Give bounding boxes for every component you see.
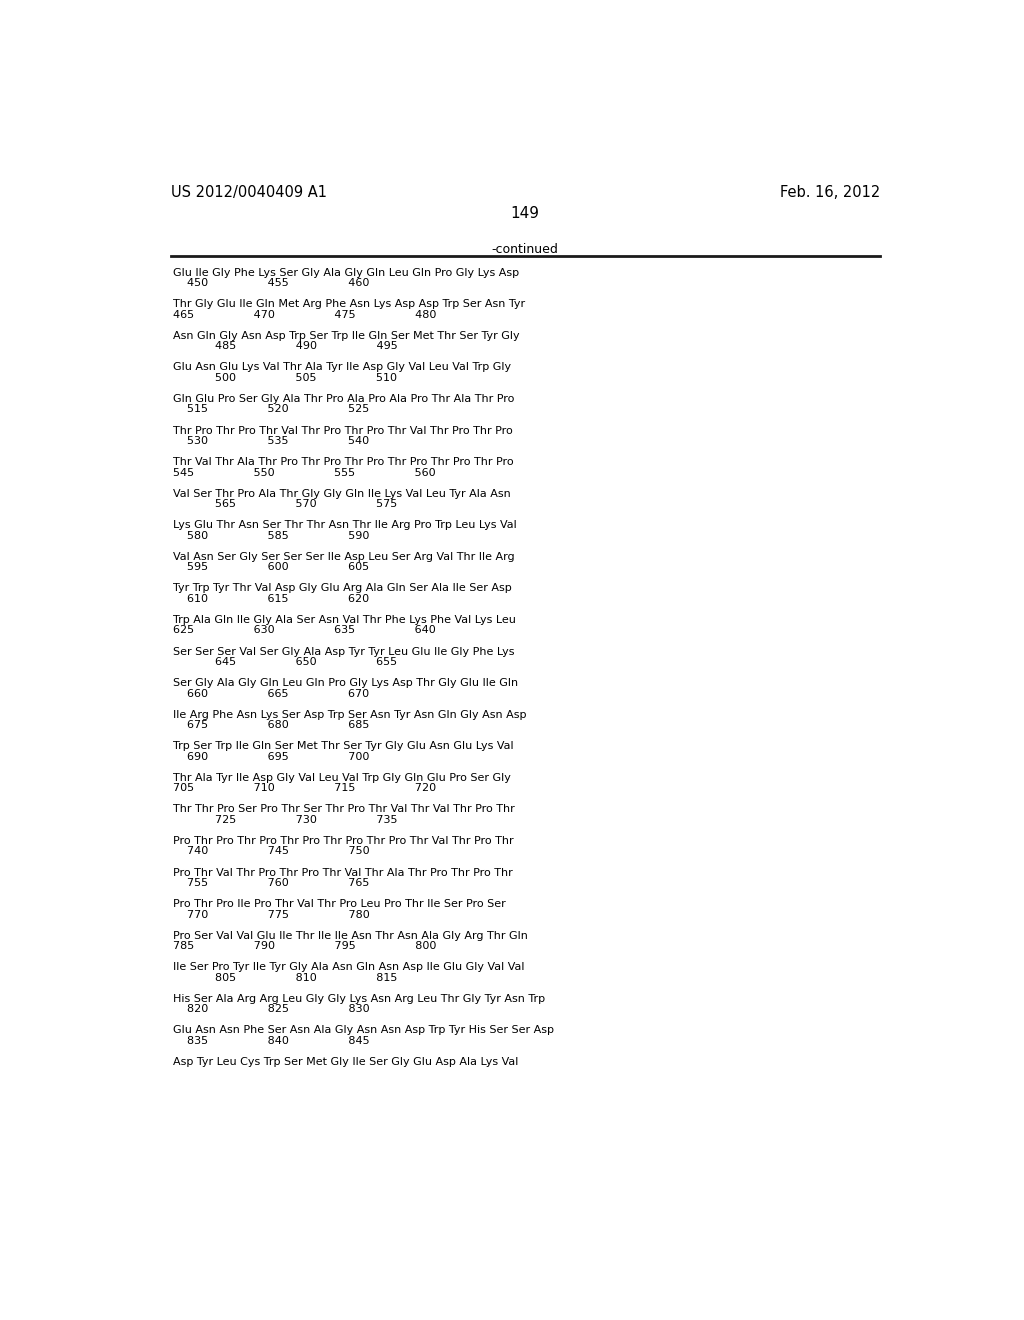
Text: Trp Ala Gln Ile Gly Ala Ser Asn Val Thr Phe Lys Phe Val Lys Leu: Trp Ala Gln Ile Gly Ala Ser Asn Val Thr …	[173, 615, 516, 624]
Text: 805                 810                 815: 805 810 815	[173, 973, 397, 982]
Text: Ser Gly Ala Gly Gln Leu Gln Pro Gly Lys Asp Thr Gly Glu Ile Gln: Ser Gly Ala Gly Gln Leu Gln Pro Gly Lys …	[173, 678, 518, 688]
Text: 545                 550                 555                 560: 545 550 555 560	[173, 467, 435, 478]
Text: Trp Ser Trp Ile Gln Ser Met Thr Ser Tyr Gly Glu Asn Glu Lys Val: Trp Ser Trp Ile Gln Ser Met Thr Ser Tyr …	[173, 742, 514, 751]
Text: 690                 695                 700: 690 695 700	[173, 751, 370, 762]
Text: Glu Ile Gly Phe Lys Ser Gly Ala Gly Gln Leu Gln Pro Gly Lys Asp: Glu Ile Gly Phe Lys Ser Gly Ala Gly Gln …	[173, 268, 519, 277]
Text: Thr Ala Tyr Ile Asp Gly Val Leu Val Trp Gly Gln Glu Pro Ser Gly: Thr Ala Tyr Ile Asp Gly Val Leu Val Trp …	[173, 774, 511, 783]
Text: Val Ser Thr Pro Ala Thr Gly Gly Gln Ile Lys Val Leu Tyr Ala Asn: Val Ser Thr Pro Ala Thr Gly Gly Gln Ile …	[173, 488, 511, 499]
Text: Pro Ser Val Val Glu Ile Thr Ile Ile Asn Thr Asn Ala Gly Arg Thr Gln: Pro Ser Val Val Glu Ile Thr Ile Ile Asn …	[173, 931, 527, 941]
Text: Asp Tyr Leu Cys Trp Ser Met Gly Ile Ser Gly Glu Asp Ala Lys Val: Asp Tyr Leu Cys Trp Ser Met Gly Ile Ser …	[173, 1057, 518, 1067]
Text: 705                 710                 715                 720: 705 710 715 720	[173, 783, 436, 793]
Text: Ile Arg Phe Asn Lys Ser Asp Trp Ser Asn Tyr Asn Gln Gly Asn Asp: Ile Arg Phe Asn Lys Ser Asp Trp Ser Asn …	[173, 710, 526, 719]
Text: His Ser Ala Arg Arg Leu Gly Gly Lys Asn Arg Leu Thr Gly Tyr Asn Trp: His Ser Ala Arg Arg Leu Gly Gly Lys Asn …	[173, 994, 545, 1003]
Text: 740                 745                 750: 740 745 750	[173, 846, 370, 857]
Text: Thr Val Thr Ala Thr Pro Thr Pro Thr Pro Thr Pro Thr Pro Thr Pro: Thr Val Thr Ala Thr Pro Thr Pro Thr Pro …	[173, 457, 514, 467]
Text: 450                 455                 460: 450 455 460	[173, 279, 370, 288]
Text: 645                 650                 655: 645 650 655	[173, 657, 397, 667]
Text: Gln Glu Pro Ser Gly Ala Thr Pro Ala Pro Ala Pro Thr Ala Thr Pro: Gln Glu Pro Ser Gly Ala Thr Pro Ala Pro …	[173, 395, 514, 404]
Text: Glu Asn Asn Phe Ser Asn Ala Gly Asn Asn Asp Trp Tyr His Ser Ser Asp: Glu Asn Asn Phe Ser Asn Ala Gly Asn Asn …	[173, 1026, 554, 1035]
Text: 149: 149	[510, 206, 540, 222]
Text: 595                 600                 605: 595 600 605	[173, 562, 369, 573]
Text: US 2012/0040409 A1: US 2012/0040409 A1	[171, 185, 327, 201]
Text: 820                 825                 830: 820 825 830	[173, 1005, 370, 1014]
Text: Ser Ser Ser Val Ser Gly Ala Asp Tyr Tyr Leu Glu Ile Gly Phe Lys: Ser Ser Ser Val Ser Gly Ala Asp Tyr Tyr …	[173, 647, 514, 656]
Text: 725                 730                 735: 725 730 735	[173, 814, 397, 825]
Text: 610                 615                 620: 610 615 620	[173, 594, 369, 603]
Text: 515                 520                 525: 515 520 525	[173, 404, 370, 414]
Text: Val Asn Ser Gly Ser Ser Ser Ile Asp Leu Ser Arg Val Thr Ile Arg: Val Asn Ser Gly Ser Ser Ser Ile Asp Leu …	[173, 552, 515, 562]
Text: Thr Pro Thr Pro Thr Val Thr Pro Thr Pro Thr Val Thr Pro Thr Pro: Thr Pro Thr Pro Thr Val Thr Pro Thr Pro …	[173, 425, 513, 436]
Text: Pro Thr Pro Thr Pro Thr Pro Thr Pro Thr Pro Thr Val Thr Pro Thr: Pro Thr Pro Thr Pro Thr Pro Thr Pro Thr …	[173, 836, 514, 846]
Text: Thr Gly Glu Ile Gln Met Arg Phe Asn Lys Asp Asp Trp Ser Asn Tyr: Thr Gly Glu Ile Gln Met Arg Phe Asn Lys …	[173, 300, 525, 309]
Text: 675                 680                 685: 675 680 685	[173, 721, 370, 730]
Text: Pro Thr Pro Ile Pro Thr Val Thr Pro Leu Pro Thr Ile Ser Pro Ser: Pro Thr Pro Ile Pro Thr Val Thr Pro Leu …	[173, 899, 506, 909]
Text: 625                 630                 635                 640: 625 630 635 640	[173, 626, 435, 635]
Text: Asn Gln Gly Asn Asp Trp Ser Trp Ile Gln Ser Met Thr Ser Tyr Gly: Asn Gln Gly Asn Asp Trp Ser Trp Ile Gln …	[173, 331, 519, 341]
Text: Pro Thr Val Thr Pro Thr Pro Thr Val Thr Ala Thr Pro Thr Pro Thr: Pro Thr Val Thr Pro Thr Pro Thr Val Thr …	[173, 867, 513, 878]
Text: 485                 490                 495: 485 490 495	[173, 342, 397, 351]
Text: 530                 535                 540: 530 535 540	[173, 436, 369, 446]
Text: 755                 760                 765: 755 760 765	[173, 878, 370, 888]
Text: 835                 840                 845: 835 840 845	[173, 1036, 370, 1045]
Text: Ile Ser Pro Tyr Ile Tyr Gly Ala Asn Gln Asn Asp Ile Glu Gly Val Val: Ile Ser Pro Tyr Ile Tyr Gly Ala Asn Gln …	[173, 962, 524, 973]
Text: Lys Glu Thr Asn Ser Thr Thr Asn Thr Ile Arg Pro Trp Leu Lys Val: Lys Glu Thr Asn Ser Thr Thr Asn Thr Ile …	[173, 520, 517, 531]
Text: 565                 570                 575: 565 570 575	[173, 499, 397, 510]
Text: 500                 505                 510: 500 505 510	[173, 372, 397, 383]
Text: 660                 665                 670: 660 665 670	[173, 689, 369, 698]
Text: Feb. 16, 2012: Feb. 16, 2012	[779, 185, 880, 201]
Text: 770                 775                 780: 770 775 780	[173, 909, 370, 920]
Text: -continued: -continued	[492, 243, 558, 256]
Text: Glu Asn Glu Lys Val Thr Ala Tyr Ile Asp Gly Val Leu Val Trp Gly: Glu Asn Glu Lys Val Thr Ala Tyr Ile Asp …	[173, 363, 511, 372]
Text: Thr Thr Pro Ser Pro Thr Ser Thr Pro Thr Val Thr Val Thr Pro Thr: Thr Thr Pro Ser Pro Thr Ser Thr Pro Thr …	[173, 804, 515, 814]
Text: 465                 470                 475                 480: 465 470 475 480	[173, 310, 436, 319]
Text: 785                 790                 795                 800: 785 790 795 800	[173, 941, 436, 952]
Text: 580                 585                 590: 580 585 590	[173, 531, 370, 541]
Text: Tyr Trp Tyr Thr Val Asp Gly Glu Arg Ala Gln Ser Ala Ile Ser Asp: Tyr Trp Tyr Thr Val Asp Gly Glu Arg Ala …	[173, 583, 512, 594]
